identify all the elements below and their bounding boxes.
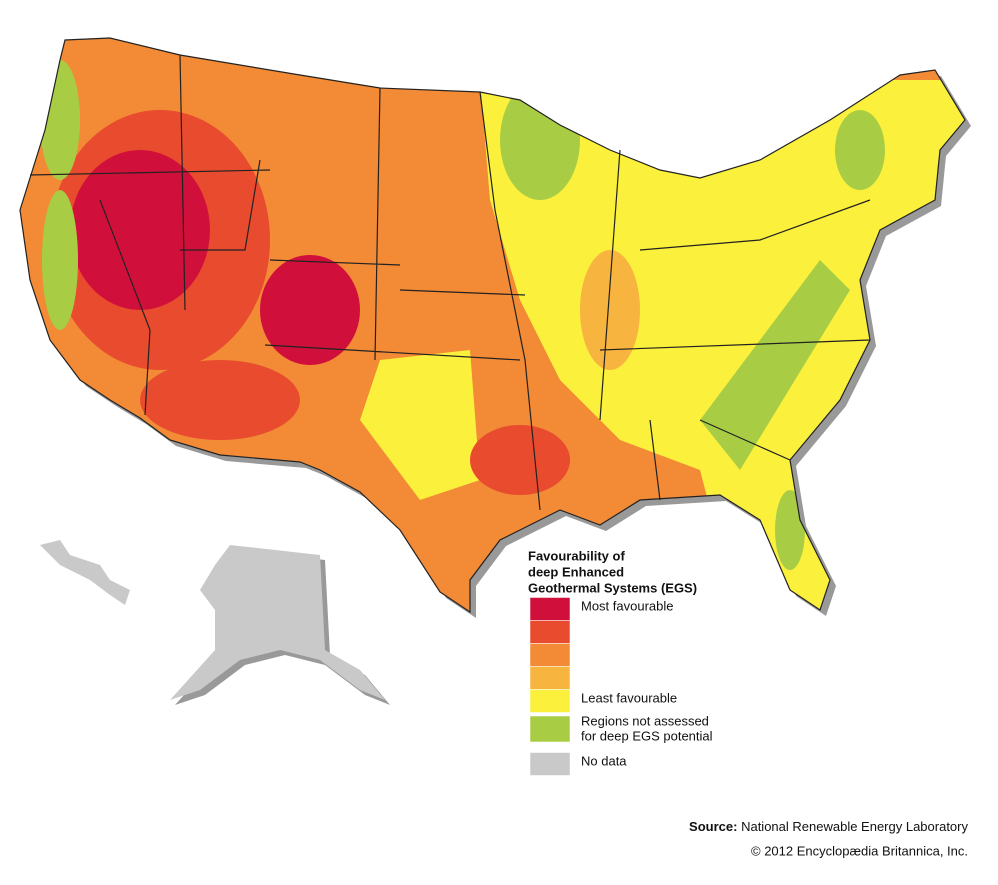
- legend-label: Regions not assessed: [581, 713, 709, 728]
- legend-title: Favourability of: [528, 548, 625, 563]
- legend-label: for deep EGS potential: [581, 728, 713, 743]
- legend-swatch: [529, 715, 571, 743]
- legend-label: No data: [581, 753, 627, 768]
- source-label: Source:: [689, 819, 737, 834]
- source: Source: National Renewable Energy Labora…: [689, 819, 968, 834]
- legend-title: deep Enhanced: [528, 564, 624, 579]
- legend-swatch: [529, 620, 571, 644]
- legend-label: Most favourable: [581, 598, 674, 613]
- legend-title: Geothermal Systems (EGS): [528, 580, 697, 595]
- legend-swatch: [529, 752, 571, 776]
- source-text: National Renewable Energy Laboratory: [741, 819, 968, 834]
- copyright: © 2012 Encyclopædia Britannica, Inc.: [751, 843, 968, 858]
- alaska: [40, 540, 390, 705]
- legend-swatch: [529, 689, 571, 713]
- us-map: [19, 37, 971, 618]
- legend-swatch: [529, 597, 571, 621]
- legend-swatch: [529, 643, 571, 667]
- legend-swatch: [529, 666, 571, 690]
- legend-label: Least favourable: [581, 690, 677, 705]
